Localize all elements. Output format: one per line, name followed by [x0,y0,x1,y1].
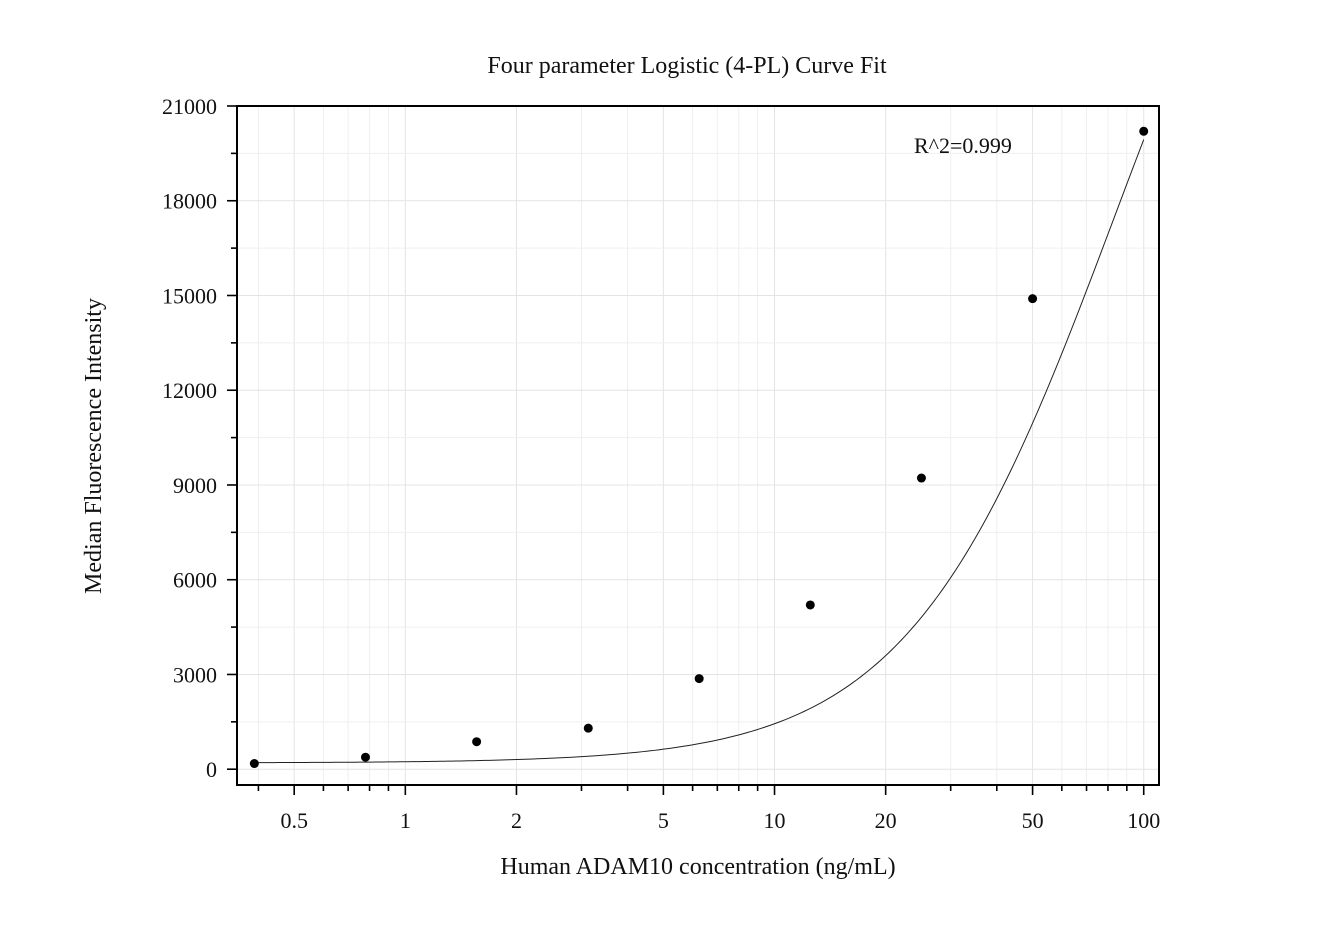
data-point [805,600,815,610]
y-tick-label: 6000 [173,568,217,593]
axis-ticks [227,105,1145,795]
plot-frame [236,105,1160,786]
x-tick-label: 50 [1022,808,1044,833]
chart-title: Four parameter Logistic (4-PL) Curve Fit [487,53,887,79]
x-axis-label: Human ADAM10 concentration (ng/mL) [500,854,895,880]
y-tick-label: 9000 [173,473,217,498]
data-point [694,674,704,684]
y-tick-label: 18000 [162,189,217,214]
x-tick-label: 5 [658,808,669,833]
y-tick-label: 21000 [162,94,217,119]
x-tick-labels: 0.5 1 2 5 10 20 50 100 [280,808,1160,833]
y-tick-label: 12000 [162,378,217,403]
data-point [1028,294,1038,304]
y-tick-labels: 0 3000 6000 9000 12000 15000 18000 21000 [162,94,217,782]
data-point [249,759,259,769]
y-tick-label: 15000 [162,283,217,308]
y-tick-label: 3000 [173,662,217,687]
data-point [916,473,926,483]
y-tick-label: 0 [206,757,217,782]
data-point [1139,126,1149,136]
grid [237,105,1159,785]
x-tick-label: 20 [875,808,897,833]
data-points [249,126,1149,769]
y-axis-label: Median Fluorescence Intensity [81,298,107,594]
x-tick-label: 10 [764,808,786,833]
x-tick-label: 2 [511,808,522,833]
x-tick-label: 100 [1127,808,1160,833]
data-point [360,752,370,762]
data-point [472,737,482,747]
data-point [583,723,593,733]
r-squared-annotation: R^2=0.999 [914,133,1012,158]
x-tick-label: 0.5 [280,808,308,833]
fit-curve [254,139,1145,764]
x-tick-label: 1 [400,808,411,833]
